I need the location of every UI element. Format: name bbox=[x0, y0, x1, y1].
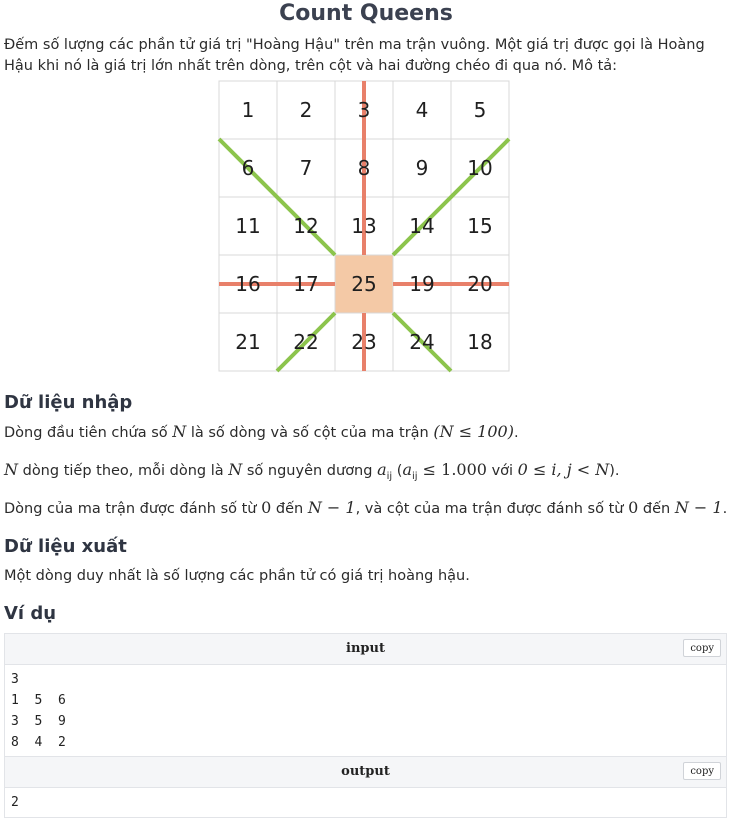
math-var-a: a bbox=[377, 460, 387, 479]
cell-value: 7 bbox=[300, 156, 313, 180]
cell-value: 10 bbox=[467, 156, 492, 180]
text-fragment: dòng tiếp theo, mỗi dòng là bbox=[18, 463, 229, 479]
math-var-n: N bbox=[228, 460, 243, 479]
input-line-3: Dòng của ma trận được đánh số từ 0 đến N… bbox=[4, 497, 730, 520]
text-fragment: là số dòng và số cột của ma trận bbox=[186, 425, 434, 441]
cell-value: 9 bbox=[416, 156, 429, 180]
cell-value: 20 bbox=[467, 272, 492, 296]
example-input-content: 3 1 5 6 3 5 9 8 4 2 bbox=[5, 665, 726, 757]
problem-description: Đếm số lượng các phần tử giá trị "Hoàng … bbox=[4, 37, 705, 74]
cell-value: 14 bbox=[409, 214, 434, 238]
cell-value: 6 bbox=[242, 156, 255, 180]
text-fragment: ( bbox=[392, 463, 403, 479]
text-fragment: số nguyên dương bbox=[242, 463, 378, 479]
math-var-n: N bbox=[4, 460, 18, 479]
example-input-box: input copy 3 1 5 6 3 5 9 8 4 2 bbox=[4, 633, 727, 758]
cell-value: 5 bbox=[474, 98, 487, 122]
math-zero: 0 bbox=[261, 498, 272, 517]
example-input-header: input copy bbox=[5, 634, 726, 665]
copy-output-button[interactable]: copy bbox=[683, 762, 721, 780]
diagonal-line bbox=[391, 311, 453, 373]
example-input-line: 8 4 2 bbox=[11, 735, 66, 750]
cell-value: 17 bbox=[293, 272, 318, 296]
input-line-2: N dòng tiếp theo, mỗi dòng là N số nguyê… bbox=[4, 459, 730, 487]
text-fragment: đến bbox=[638, 501, 675, 517]
cell-value: 12 bbox=[293, 214, 318, 238]
example-heading: Ví dụ bbox=[4, 603, 57, 624]
input-heading: Dữ liệu nhập bbox=[4, 392, 133, 413]
example-output-label: output bbox=[341, 764, 390, 779]
output-heading: Dữ liệu xuất bbox=[4, 536, 127, 557]
cell-value: 16 bbox=[235, 272, 260, 296]
example-input-line: 3 bbox=[11, 672, 19, 687]
diagonal-line bbox=[217, 137, 337, 257]
math-n-minus-1: N − 1 bbox=[674, 498, 723, 517]
copy-input-button[interactable]: copy bbox=[683, 639, 721, 657]
text-fragment: . bbox=[722, 501, 728, 517]
cell-value: 11 bbox=[235, 214, 260, 238]
text-fragment: ). bbox=[609, 463, 620, 479]
matrix-cell bbox=[276, 80, 336, 140]
math-range: 0 ≤ i, j < N bbox=[517, 460, 610, 479]
text-fragment: Dòng đầu tiên chứa số bbox=[4, 425, 173, 441]
example-input-line: 3 5 9 bbox=[11, 714, 66, 729]
cell-value: 19 bbox=[409, 272, 434, 296]
math-n-minus-1: N − 1 bbox=[307, 498, 356, 517]
text-fragment: . bbox=[513, 425, 519, 441]
cell-value: 1 bbox=[242, 98, 255, 122]
cell-value: 13 bbox=[351, 214, 376, 238]
cell-value: 15 bbox=[467, 214, 492, 238]
diagonal-line bbox=[391, 137, 511, 257]
cell-value: 23 bbox=[351, 330, 376, 354]
text-fragment: , và cột của ma trận được đánh số từ bbox=[355, 501, 629, 517]
math-constraint: (N ≤ 100) bbox=[433, 422, 514, 441]
math-subscript: ij bbox=[386, 470, 393, 482]
math-var-a: a bbox=[402, 460, 413, 479]
cell-value: 8 bbox=[358, 156, 371, 180]
cell-value: 3 bbox=[358, 98, 371, 122]
math-subscript: ij bbox=[412, 470, 418, 482]
page-title: Count Queens bbox=[279, 1, 453, 26]
math-zero: 0 bbox=[628, 498, 639, 517]
input-line-1: Dòng đầu tiên chứa số N là số dòng và số… bbox=[4, 421, 730, 444]
cell-value: 24 bbox=[409, 330, 434, 354]
text-fragment: với bbox=[486, 463, 518, 479]
example-output-header: output copy bbox=[5, 757, 726, 788]
matrix-cell bbox=[218, 312, 278, 372]
cell-value: 21 bbox=[235, 330, 260, 354]
cell-value: 4 bbox=[416, 98, 429, 122]
text-fragment: Dòng của ma trận được đánh số từ bbox=[4, 501, 262, 517]
output-description: Một dòng duy nhất là số lượng các phần t… bbox=[4, 568, 470, 584]
math-var-n: N bbox=[172, 422, 187, 441]
matrix-cell bbox=[218, 80, 278, 140]
diagonal-line bbox=[275, 311, 337, 373]
cell-value: 25 bbox=[351, 272, 376, 296]
example-output-line: 2 bbox=[11, 795, 19, 810]
cell-value: 18 bbox=[467, 330, 492, 354]
example-output-box: output copy 2 bbox=[4, 756, 727, 818]
cell-value: 22 bbox=[293, 330, 318, 354]
cell-value: 2 bbox=[300, 98, 313, 122]
matrix-cell bbox=[450, 312, 510, 372]
example-input-line: 1 5 6 bbox=[11, 693, 66, 708]
text-fragment: đến bbox=[271, 501, 308, 517]
math-bound: ≤ 1.000 bbox=[417, 460, 487, 479]
example-output-content: 2 bbox=[5, 788, 726, 817]
example-input-label: input bbox=[346, 641, 385, 656]
